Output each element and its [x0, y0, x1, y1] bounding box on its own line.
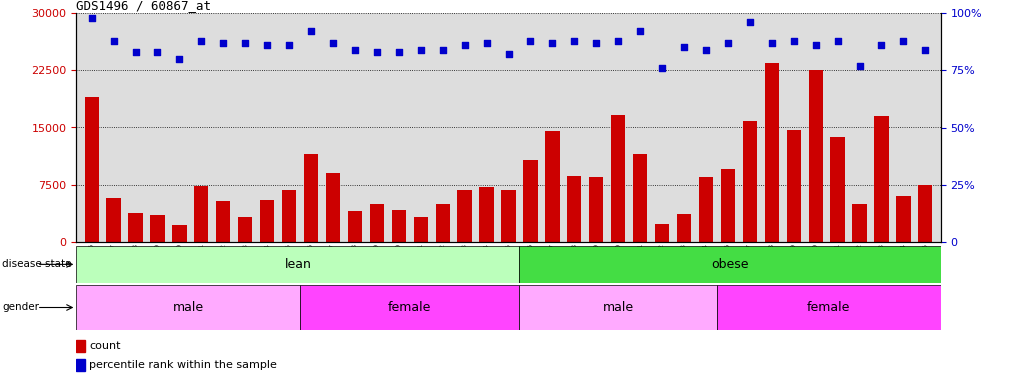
Point — [720, 40, 736, 46]
Bar — [809, 70, 823, 242]
Point — [391, 49, 407, 55]
Bar — [76, 358, 85, 371]
Point — [347, 47, 363, 53]
Bar — [392, 210, 406, 242]
Point — [413, 47, 429, 53]
Bar — [76, 340, 85, 352]
Point — [698, 47, 714, 53]
Point — [544, 40, 560, 46]
Bar — [677, 214, 692, 242]
Bar — [524, 159, 538, 242]
Point — [106, 38, 122, 44]
Point — [764, 40, 780, 46]
Bar — [194, 186, 208, 242]
Point — [895, 38, 911, 44]
Bar — [458, 190, 472, 242]
Bar — [304, 154, 318, 242]
Point — [149, 49, 166, 55]
Point — [830, 38, 846, 44]
Bar — [589, 177, 603, 242]
Point — [281, 42, 297, 48]
Bar — [300, 285, 520, 330]
Point — [741, 19, 758, 25]
Text: obese: obese — [711, 258, 749, 271]
Bar — [567, 176, 582, 242]
Point — [588, 40, 604, 46]
Bar — [172, 225, 186, 242]
Point — [259, 42, 276, 48]
Point — [237, 40, 253, 46]
Bar — [325, 173, 340, 242]
Point — [610, 38, 626, 44]
Bar — [875, 116, 889, 242]
Point — [566, 38, 583, 44]
Bar — [282, 190, 296, 242]
Point — [785, 38, 801, 44]
Bar — [896, 196, 910, 242]
Bar — [831, 137, 845, 242]
Bar — [151, 215, 165, 242]
Text: male: male — [173, 301, 203, 314]
Point — [369, 49, 385, 55]
Bar — [260, 200, 275, 242]
Point — [171, 56, 187, 62]
Bar — [786, 130, 800, 242]
Bar — [238, 217, 252, 242]
Bar — [501, 190, 516, 242]
Text: GDS1496 / 60867_at: GDS1496 / 60867_at — [76, 0, 212, 12]
Point — [851, 63, 868, 69]
Point — [457, 42, 473, 48]
Bar — [852, 204, 866, 242]
Bar — [633, 154, 647, 242]
Text: lean: lean — [285, 258, 311, 271]
Point — [303, 28, 319, 34]
Point — [216, 40, 232, 46]
Bar — [348, 211, 362, 242]
Bar — [717, 285, 941, 330]
Bar — [721, 170, 735, 242]
Point — [654, 65, 670, 71]
Point — [917, 47, 934, 53]
Bar — [435, 204, 450, 242]
Point — [434, 47, 451, 53]
Point — [127, 49, 143, 55]
Point — [874, 42, 890, 48]
Bar — [520, 246, 941, 283]
Bar — [611, 114, 625, 242]
Point — [83, 15, 100, 21]
Bar — [370, 204, 384, 242]
Bar — [107, 198, 121, 242]
Point — [478, 40, 494, 46]
Point — [523, 38, 539, 44]
Text: male: male — [603, 301, 634, 314]
Bar — [520, 285, 717, 330]
Bar — [699, 177, 713, 242]
Text: female: female — [807, 301, 850, 314]
Text: female: female — [388, 301, 431, 314]
Bar — [76, 246, 520, 283]
Bar — [655, 224, 669, 242]
Bar — [765, 63, 779, 242]
Text: percentile rank within the sample: percentile rank within the sample — [89, 360, 277, 370]
Point — [500, 51, 517, 57]
Bar — [414, 217, 428, 242]
Bar — [84, 97, 99, 242]
Bar — [128, 213, 142, 242]
Point — [807, 42, 824, 48]
Bar — [742, 122, 757, 242]
Text: gender: gender — [2, 303, 39, 312]
Bar — [76, 285, 300, 330]
Point — [676, 45, 693, 51]
Point — [324, 40, 341, 46]
Text: disease state: disease state — [2, 260, 71, 269]
Point — [193, 38, 210, 44]
Text: count: count — [89, 341, 121, 351]
Bar — [545, 131, 559, 242]
Point — [632, 28, 648, 34]
Bar — [217, 201, 231, 242]
Bar — [918, 185, 933, 242]
Bar — [479, 187, 493, 242]
